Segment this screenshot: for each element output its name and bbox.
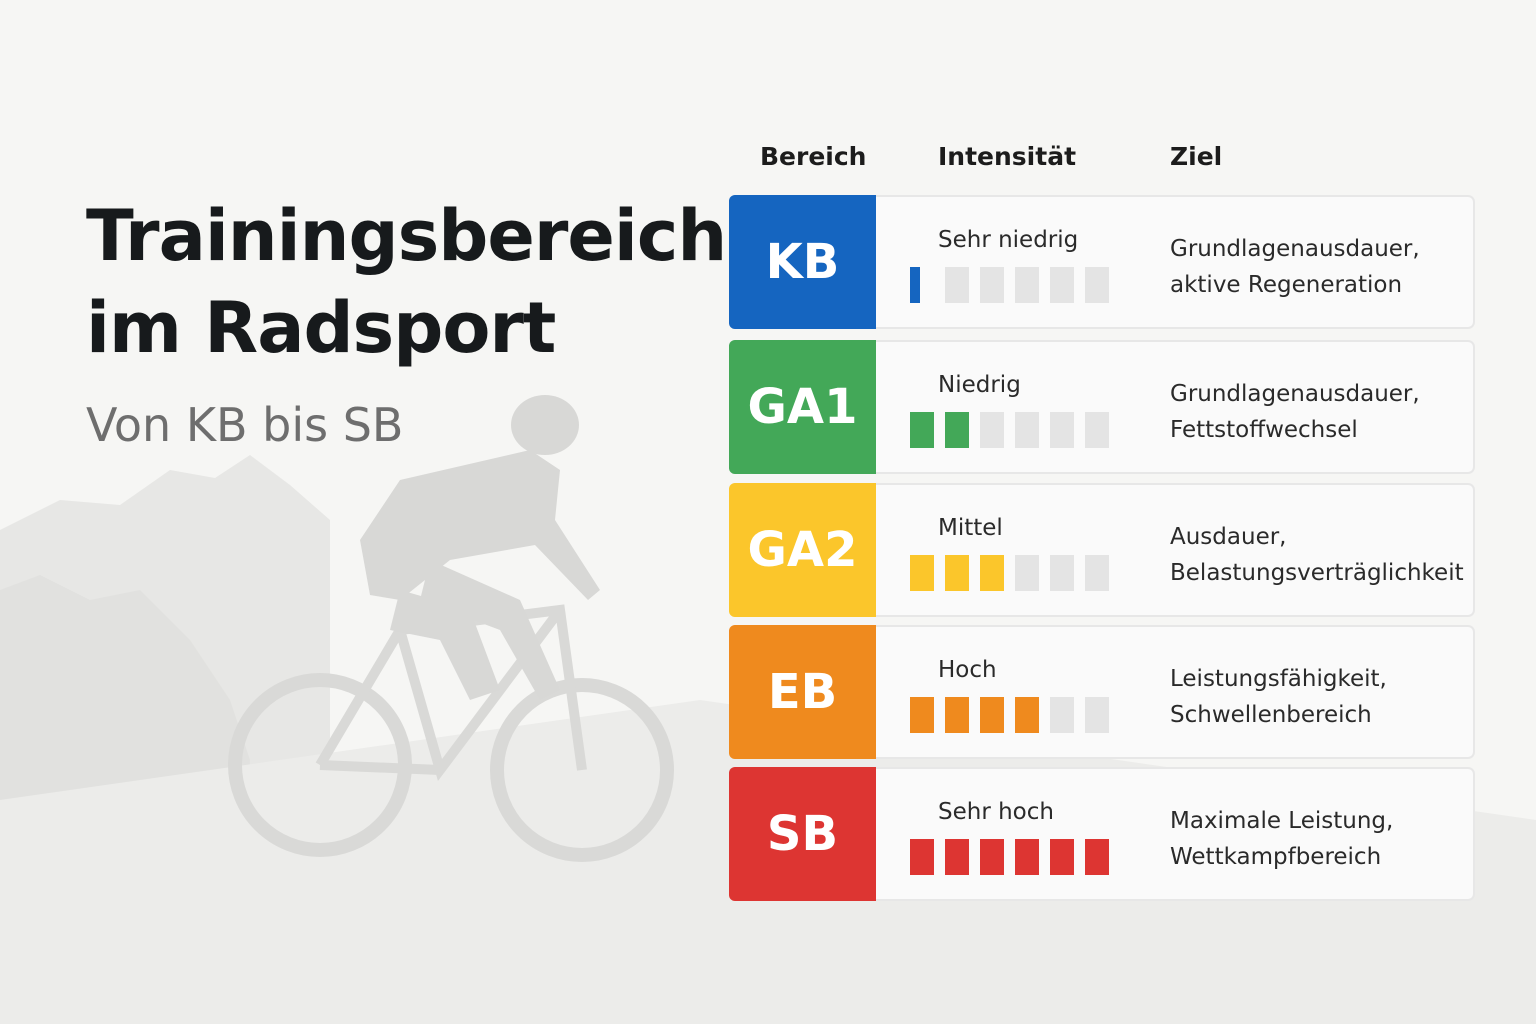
goal-text: Grundlagenausdauer, aktive Regeneration [1170, 231, 1420, 303]
intensity-segment-filled [945, 697, 969, 733]
zone-badge: KB [729, 195, 876, 329]
header-intensitaet: Intensität [938, 142, 1077, 171]
goal-text: Leistungsfähigkeit, Schwellenbereich [1170, 661, 1387, 733]
goal-text: Ausdauer, Belastungsverträglichkeit [1170, 519, 1464, 591]
intensity-segment-empty [1085, 267, 1109, 303]
zone-row-eb: EB Hoch Leistungsfähigkeit, Schwellenber… [729, 625, 1475, 759]
zone-badge: SB [729, 767, 876, 901]
intensity-segment-empty [1050, 412, 1074, 448]
intensity-segment-filled [910, 697, 934, 733]
intensity-segment-filled [1050, 839, 1074, 875]
zone-badge: EB [729, 625, 876, 759]
intensity-segment-empty [1050, 555, 1074, 591]
intensity-segment-filled [980, 555, 1004, 591]
intensity-segment-empty [1015, 412, 1039, 448]
title-line-2: im Radsport [86, 287, 556, 369]
zone-row-ga2: GA2 Mittel Ausdauer, Belastungsverträgli… [729, 483, 1475, 617]
goal-line-2: aktive Regeneration [1170, 272, 1403, 298]
zone-badge: GA1 [729, 340, 876, 474]
intensity-label: Hoch [938, 657, 997, 683]
intensity-segment-filled [945, 839, 969, 875]
intensity-label: Sehr niedrig [938, 227, 1079, 253]
intensity-label: Niedrig [938, 372, 1021, 398]
intensity-segment-filled [945, 555, 969, 591]
title-block: Trainingsbereiche im Radsport Von KB bis… [86, 190, 774, 452]
goal-text: Maximale Leistung, Wettkampfbereich [1170, 803, 1393, 875]
intensity-segment-empty [980, 267, 1004, 303]
goal-line-1: Grundlagenausdauer, [1170, 381, 1420, 407]
goal-line-1: Grundlagenausdauer, [1170, 236, 1420, 262]
intensity-segment-empty [1085, 412, 1109, 448]
goal-line-1: Leistungsfähigkeit, [1170, 666, 1387, 692]
goal-line-2: Fettstoffwechsel [1170, 417, 1358, 443]
goal-text: Grundlagenausdauer, Fettstoffwechsel [1170, 376, 1420, 448]
intensity-segment-empty [1085, 697, 1109, 733]
intensity-segment-empty [1050, 697, 1074, 733]
page-title: Trainingsbereiche im Radsport [86, 190, 774, 374]
intensity-segment-filled [980, 697, 1004, 733]
zone-row-ga1: GA1 Niedrig Grundlagenausdauer, Fettstof… [729, 340, 1475, 474]
header-bereich: Bereich [760, 142, 867, 171]
goal-line-1: Ausdauer, [1170, 524, 1287, 550]
intensity-segment-filled [910, 412, 934, 448]
intensity-segment-filled [910, 839, 934, 875]
title-line-1: Trainingsbereiche [86, 195, 774, 277]
intensity-segment-filled [980, 839, 1004, 875]
goal-line-2: Schwellenbereich [1170, 702, 1372, 728]
rider-silhouette [360, 395, 600, 700]
intensity-segment-empty [980, 412, 1004, 448]
intensity-segment-filled [910, 267, 920, 303]
intensity-segment-filled [910, 555, 934, 591]
intensity-segment-empty [1050, 267, 1074, 303]
intensity-segment-empty [1085, 555, 1109, 591]
intensity-label: Sehr hoch [938, 799, 1054, 825]
intensity-segment-empty [1015, 555, 1039, 591]
intensity-segment-filled [1085, 839, 1109, 875]
intensity-segment-filled [945, 412, 969, 448]
page-subtitle: Von KB bis SB [86, 398, 404, 452]
zone-row-kb: KB Sehr niedrig Grundlagenausdauer, akti… [729, 195, 1475, 329]
intensity-segment-filled [1015, 697, 1039, 733]
intensity-segment-filled [1015, 839, 1039, 875]
intensity-label: Mittel [938, 515, 1003, 541]
intensity-segment-empty [1015, 267, 1039, 303]
goal-line-1: Maximale Leistung, [1170, 808, 1394, 834]
zone-badge: GA2 [729, 483, 876, 617]
goal-line-2: Belastungsverträglichkeit [1170, 560, 1464, 586]
cyclist-silhouette [228, 604, 674, 862]
zone-row-sb: SB Sehr hoch Maximale Leistung, Wettkamp… [729, 767, 1475, 901]
header-ziel: Ziel [1170, 142, 1223, 171]
intensity-segment-empty [945, 267, 969, 303]
goal-line-2: Wettkampfbereich [1170, 844, 1382, 870]
